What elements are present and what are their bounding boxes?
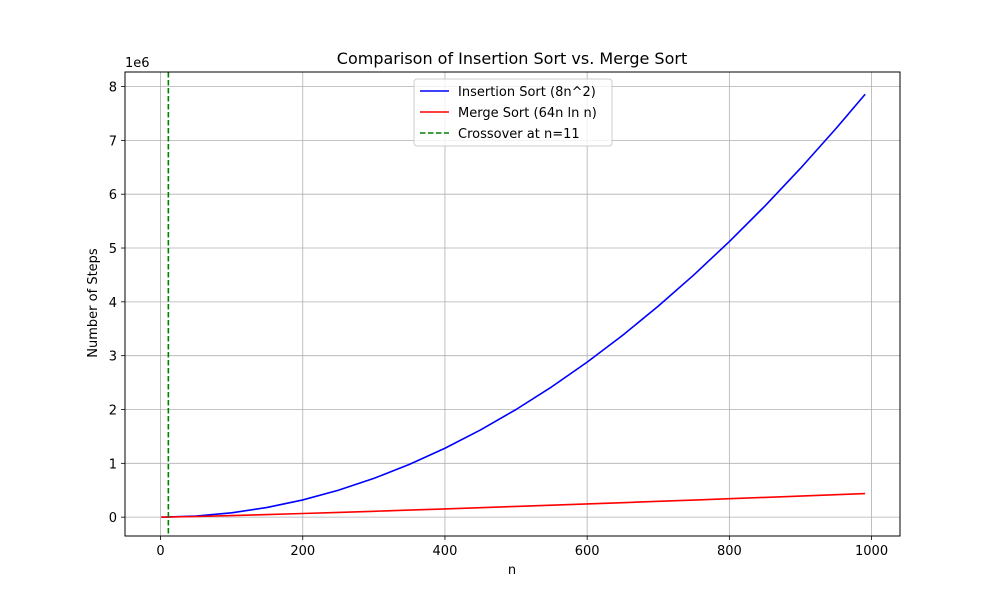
chart-title: Comparison of Insertion Sort vs. Merge S… xyxy=(337,49,687,68)
plot-frame xyxy=(124,71,901,537)
y-tick-label: 0 xyxy=(109,511,117,526)
y-tick-label: 5 xyxy=(109,242,117,257)
y-tick-label: 1 xyxy=(109,457,117,472)
x-tick-label: 1000 xyxy=(855,544,888,559)
y-tick-label: 3 xyxy=(109,350,117,365)
x-axis-label: n xyxy=(508,563,516,578)
x-tick-label: 600 xyxy=(575,544,600,559)
y-tick-label: 4 xyxy=(109,296,117,311)
y-tick-label: 8 xyxy=(109,81,117,96)
x-tick-label: 800 xyxy=(717,544,742,559)
series-layer xyxy=(161,72,866,536)
ticks: 0 200 400 600 800 1000 0 1 2 3 4 5 6 7 8 xyxy=(109,81,888,559)
legend-box xyxy=(413,78,613,147)
series-line-merge-sort-64n-ln-n xyxy=(161,492,866,518)
series-line-insertion-sort-8n-2 xyxy=(161,93,866,518)
legend-label-crossover: Crossover at n=11 xyxy=(458,127,580,142)
x-tick-label: 0 xyxy=(156,544,164,559)
legend: Insertion Sort (8n^2) Merge Sort (64n ln… xyxy=(413,78,613,147)
x-tick-label: 200 xyxy=(290,544,315,559)
legend-label-merge-sort: Merge Sort (64n ln n) xyxy=(458,106,597,121)
legend-label-insertion-sort: Insertion Sort (8n^2) xyxy=(458,85,596,100)
y-tick-label: 7 xyxy=(109,134,117,149)
y-tick-label: 6 xyxy=(109,188,117,203)
y-tick-label: 2 xyxy=(109,404,117,419)
y-offset-label: 1e6 xyxy=(125,56,150,71)
y-axis-label: Number of Steps xyxy=(86,248,101,358)
x-tick-label: 400 xyxy=(433,544,458,559)
